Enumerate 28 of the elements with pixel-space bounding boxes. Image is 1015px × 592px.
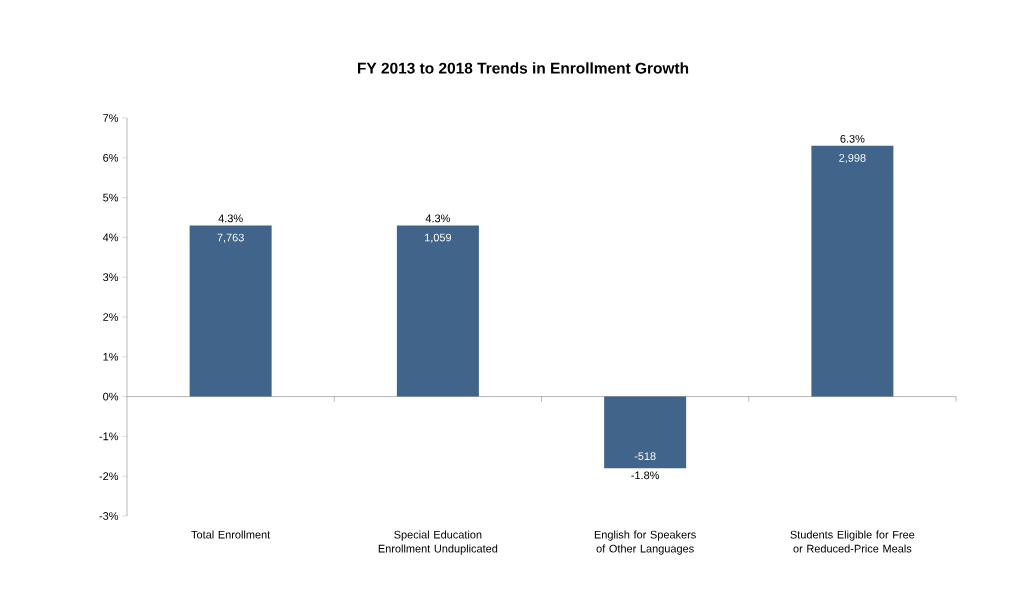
x-tick-label: Special Education Enrollment Unduplicated (378, 530, 498, 555)
y-tick-label: 0% (103, 392, 119, 401)
y-tick-label: 2% (103, 313, 119, 321)
y-tick-label: -3% (99, 512, 119, 520)
annotation: -518 (634, 452, 656, 461)
y-tick-label: 5% (103, 193, 119, 202)
data-label: -1.8% (631, 471, 660, 480)
x-tick-label: English for Speakers of Other Languages (594, 530, 696, 555)
data-label: 4.3% (218, 214, 243, 223)
bar (811, 145, 894, 397)
y-tick-label: 6% (103, 153, 119, 162)
y-tick-label: 1% (103, 352, 119, 361)
y-tick-label: 7% (103, 114, 119, 122)
y-tick-label: 3% (103, 273, 119, 282)
data-label: 4.3% (425, 214, 450, 223)
bar (604, 396, 687, 469)
chart-title: FY 2013 to 2018 Trends in Enrollment Growth (357, 62, 689, 74)
bar (396, 225, 479, 397)
y-tick-label: -2% (99, 472, 119, 481)
y-tick-label: 4% (102, 233, 119, 242)
x-tick-label: Students Eligible for Free or Reduced-Price Meals (790, 530, 915, 553)
data-label: 6.3% (840, 134, 865, 143)
y-tick-label: -1% (99, 432, 119, 441)
annotation: 7,763 (217, 233, 244, 243)
annotation: 1,059 (425, 233, 452, 243)
bar (189, 225, 272, 397)
annotation: 2,998 (839, 154, 866, 164)
x-tick-label: Total Enrollment (191, 530, 271, 539)
